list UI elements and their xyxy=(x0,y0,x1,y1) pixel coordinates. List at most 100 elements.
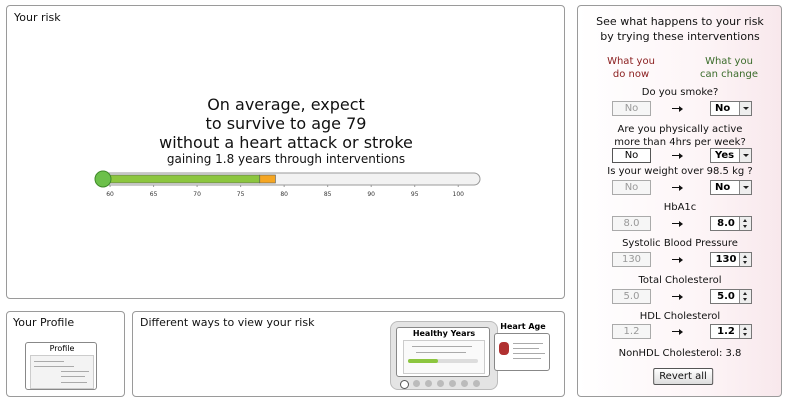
select-caret xyxy=(739,102,751,115)
change-spinner[interactable]: 1.2 xyxy=(710,324,752,339)
spin-down[interactable] xyxy=(743,333,747,336)
bar-gain xyxy=(259,174,276,184)
x-tick-label: 100 xyxy=(453,191,465,198)
nonhdl: NonHDL Cholesterol: 3.8 xyxy=(618,348,742,359)
x-tick-label: 75 xyxy=(237,191,245,198)
caret xyxy=(743,186,749,189)
page-dot[interactable] xyxy=(473,380,480,387)
thumbnail-content xyxy=(403,340,485,374)
views-panel: Different ways to view your risk Healthy… xyxy=(132,311,565,397)
change-spinner[interactable]: 5.0 xyxy=(710,289,752,304)
page-dot[interactable] xyxy=(461,380,468,387)
page-dot[interactable] xyxy=(400,380,409,389)
change-select[interactable]: No xyxy=(710,101,752,116)
now-value: 1.2 xyxy=(612,324,651,339)
select-value: No xyxy=(715,103,731,114)
headline-line: to survive to age 79 xyxy=(205,114,367,133)
interventions-panel: See what happens to your risk by trying t… xyxy=(577,5,782,397)
arrow-head xyxy=(679,257,683,263)
spin-down[interactable] xyxy=(743,298,747,301)
panel-title: Different ways to view your risk xyxy=(140,316,315,329)
now-header: What you xyxy=(607,56,655,67)
caret xyxy=(743,154,749,157)
side-title: See what happens to your risk xyxy=(596,15,764,28)
row-label: HbA1c xyxy=(663,202,697,213)
side-title: by trying these interventions xyxy=(600,30,760,43)
arrow xyxy=(672,187,681,188)
arrow xyxy=(672,155,681,156)
x-tick-label: 90 xyxy=(367,191,375,198)
thumbnail-healthy-years[interactable]: Healthy Years xyxy=(396,327,490,377)
spin-down[interactable] xyxy=(743,261,747,264)
now-value: No xyxy=(612,148,651,163)
now-value: No xyxy=(612,101,651,116)
profile-panel: Your Profile Profile xyxy=(6,311,125,397)
spinner-value: 1.2 xyxy=(717,326,735,337)
change-spinner[interactable]: 130 xyxy=(710,252,752,267)
x-tick-label: 85 xyxy=(324,191,332,198)
risk-bar: 60 65 70 75 80 85 90 95 100 xyxy=(94,170,481,198)
page-dot[interactable] xyxy=(449,380,456,387)
heart-icon xyxy=(499,342,509,355)
page-dot[interactable] xyxy=(437,380,444,387)
now-value: No xyxy=(612,180,651,195)
spin-up[interactable] xyxy=(743,255,747,258)
row-label: HDL Cholesterol xyxy=(639,311,721,322)
select-value: Yes xyxy=(715,150,735,161)
spinner-value: 8.0 xyxy=(717,218,735,229)
row-label: Total Cholesterol xyxy=(638,275,722,286)
spinner-buttons xyxy=(739,217,751,230)
change-header: can change xyxy=(700,69,758,80)
x-tick-label: 65 xyxy=(150,191,158,198)
now-value: 5.0 xyxy=(612,289,651,304)
change-select[interactable]: No xyxy=(710,180,752,195)
spin-up[interactable] xyxy=(743,219,747,222)
arrow xyxy=(672,259,681,260)
headline-line: On average, expect xyxy=(207,95,365,114)
now-value: 130 xyxy=(612,252,651,267)
change-select[interactable]: Yes xyxy=(710,148,752,163)
thumbnail-heart-age[interactable]: Heart Age xyxy=(494,322,550,371)
change-spinner[interactable]: 8.0 xyxy=(710,216,752,231)
now-value: 8.0 xyxy=(612,216,651,231)
revert-button[interactable]: Revert all xyxy=(653,368,713,385)
subline: gaining 1.8 years through interventions xyxy=(166,152,406,166)
row-label: Are you physically active xyxy=(617,124,743,135)
profile-thumbnail[interactable]: Profile xyxy=(25,342,97,390)
x-tick-label: 70 xyxy=(193,191,201,198)
arrow-head xyxy=(679,185,683,191)
spinner-buttons xyxy=(739,325,751,338)
thumbnail-title: Heart Age xyxy=(500,322,546,331)
x-tick-label: 60 xyxy=(106,191,114,198)
row-label: Is your weight over 98.5 kg ? xyxy=(607,166,753,177)
arrow-head xyxy=(679,329,683,335)
select-caret xyxy=(739,181,751,194)
spin-down[interactable] xyxy=(743,225,747,228)
risk-panel: Your risk xyxy=(6,5,565,299)
change-header: What you xyxy=(705,56,753,67)
arrow-head xyxy=(679,294,683,300)
select-value: No xyxy=(715,182,731,193)
bar-knob xyxy=(94,170,112,188)
panel-title: Your Profile xyxy=(13,316,75,329)
page-dot[interactable] xyxy=(413,380,420,387)
spinner-buttons xyxy=(739,290,751,303)
bar-current xyxy=(96,174,261,184)
spinner-value: 130 xyxy=(715,254,737,265)
thumbnail-title: Healthy Years xyxy=(412,329,476,338)
carousel: Healthy Years xyxy=(390,321,498,390)
arrow-head xyxy=(679,153,683,159)
arrow xyxy=(672,223,681,224)
arrow-head xyxy=(679,221,683,227)
spin-up[interactable] xyxy=(743,327,747,330)
page-dot[interactable] xyxy=(425,380,432,387)
arrow xyxy=(672,331,681,332)
x-tick-label: 80 xyxy=(280,191,288,198)
row-label: Systolic Blood Pressure xyxy=(622,238,738,249)
select-caret xyxy=(739,149,751,162)
spinner-buttons xyxy=(739,253,751,266)
row-label: more than 4hrs per week? xyxy=(614,137,746,148)
panel-title: Your risk xyxy=(14,11,61,24)
caret xyxy=(743,107,749,110)
spin-up[interactable] xyxy=(743,292,747,295)
